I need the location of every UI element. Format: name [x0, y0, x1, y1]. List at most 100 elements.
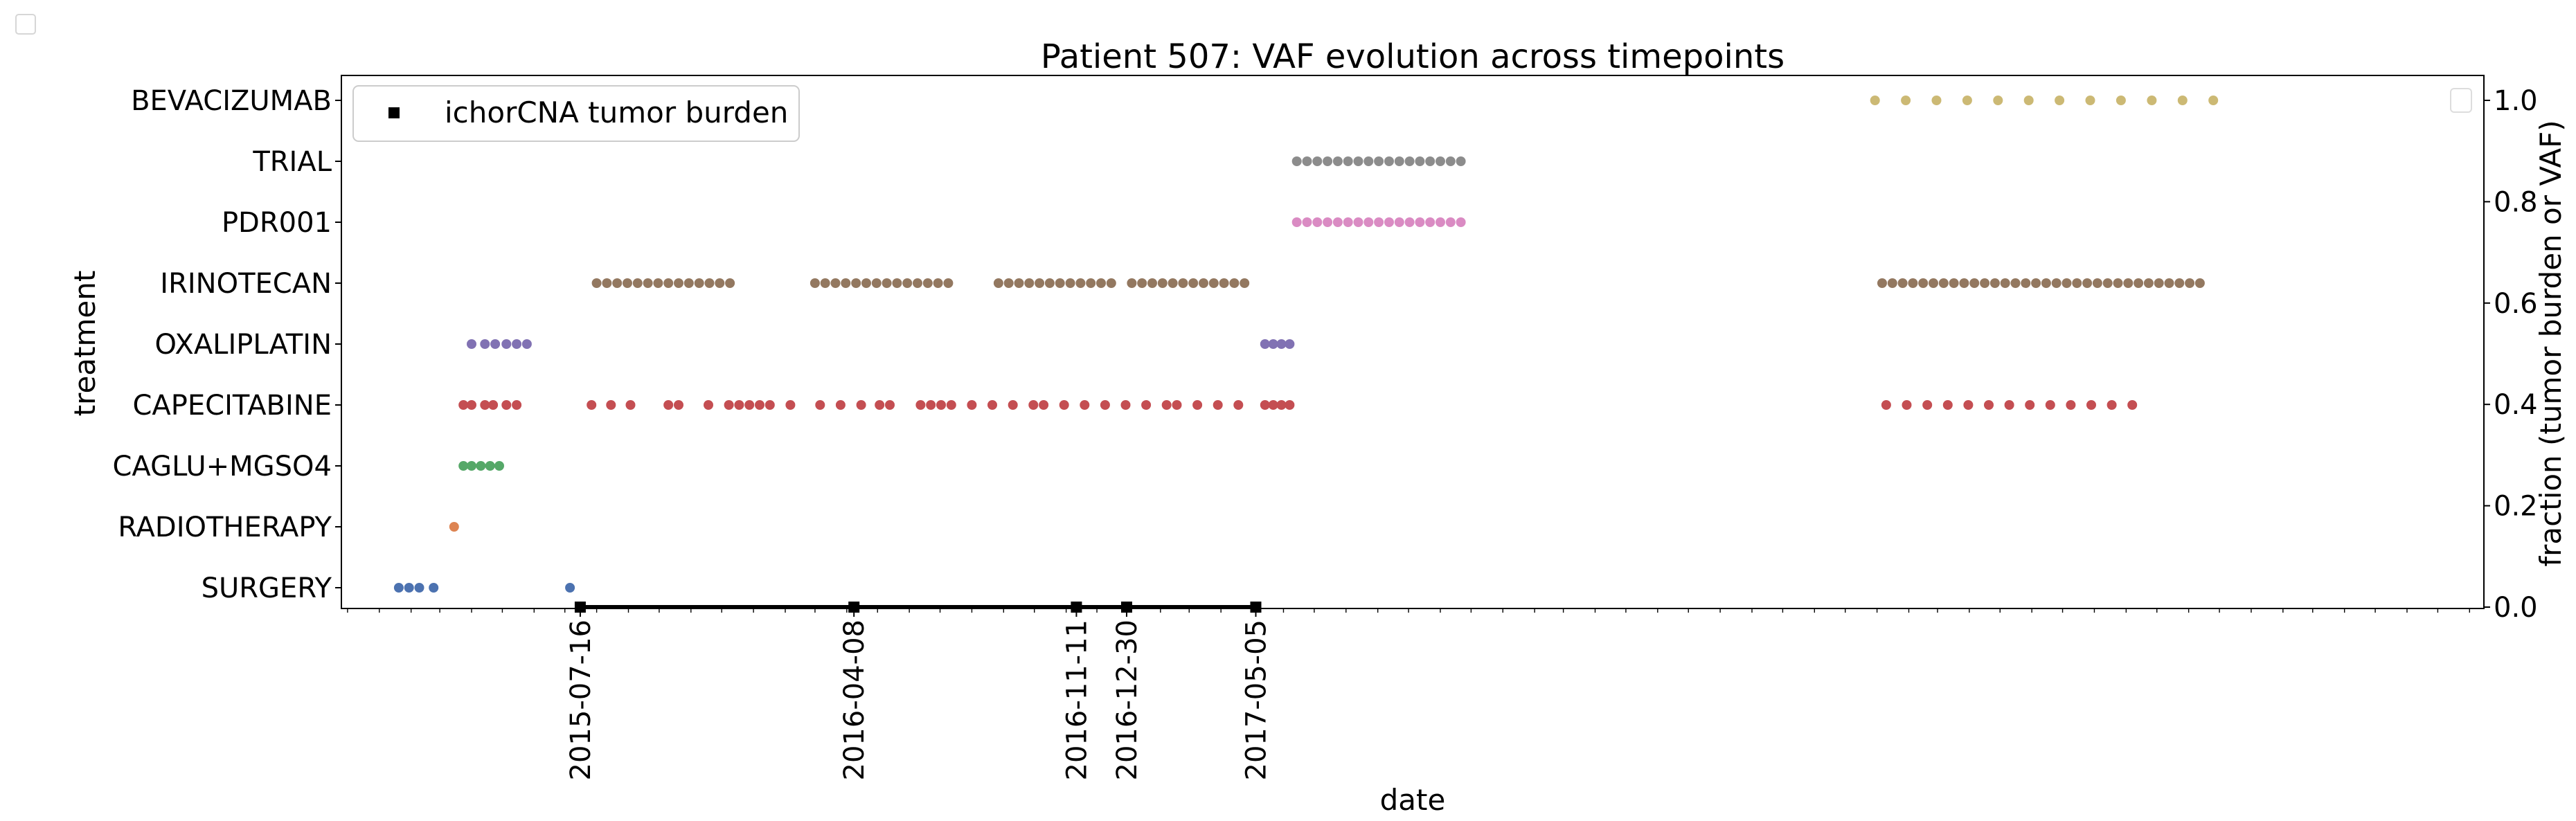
treatment-point-pdr001: [1384, 217, 1394, 227]
treatment-point-irinotecan: [1178, 278, 1188, 288]
treatment-point-irinotecan: [1938, 278, 1949, 288]
y-tick-label-capecitabine: CAPECITABINE: [132, 390, 332, 422]
treatment-point-irinotecan: [2021, 278, 2031, 288]
treatment-point-capecitabine: [967, 400, 977, 410]
y-tick-label-irinotecan: IRINOTECAN: [160, 268, 332, 300]
treatment-point-capecitabine: [1172, 400, 1182, 410]
treatment-point-trial: [1312, 156, 1323, 166]
treatment-point-oxaliplatin: [521, 339, 532, 349]
treatment-point-capecitabine: [663, 400, 674, 410]
treatment-point-irinotecan: [2051, 278, 2061, 288]
treatment-point-irinotecan: [1897, 278, 1908, 288]
treatment-point-trial: [1425, 156, 1435, 166]
treatment-point-capecitabine: [1942, 400, 1953, 410]
treatment-point-irinotecan: [643, 278, 653, 288]
treatment-point-capecitabine: [2066, 400, 2076, 410]
treatment-point-irinotecan: [2102, 278, 2113, 288]
treatment-point-capecitabine: [946, 400, 956, 410]
treatment-point-irinotecan: [1106, 278, 1116, 288]
treatment-point-caglu-mgso4: [458, 461, 469, 471]
treatment-point-trial: [1394, 156, 1404, 166]
treatment-point-caglu-mgso4: [467, 461, 476, 471]
data-marks: [393, 96, 2219, 613]
treatment-point-irinotecan: [2134, 278, 2144, 288]
treatment-point-irinotecan: [1989, 278, 2000, 288]
treatment-point-irinotecan: [1055, 278, 1065, 288]
treatment-point-pdr001: [1291, 217, 1302, 227]
treatment-point-capecitabine: [1963, 400, 1974, 410]
treatment-point-irinotecan: [1240, 278, 1250, 288]
treatment-point-capecitabine: [987, 400, 997, 410]
treatment-point-pdr001: [1415, 217, 1425, 227]
treatment-point-bevacizumab: [1870, 96, 1880, 105]
treatment-point-capecitabine: [1080, 400, 1090, 410]
treatment-point-irinotecan: [943, 278, 954, 288]
treatment-point-trial: [1404, 156, 1415, 166]
treatment-point-irinotecan: [1147, 278, 1157, 288]
treatment-point-irinotecan: [663, 278, 674, 288]
treatment-point-irinotecan: [1188, 278, 1199, 288]
treatment-point-irinotecan: [2000, 278, 2010, 288]
treatment-point-trial: [1456, 156, 1466, 166]
treatment-point-bevacizumab: [2023, 96, 2034, 105]
treatment-point-irinotecan: [1908, 278, 1918, 288]
treatment-point-capecitabine: [1008, 400, 1018, 410]
treatment-point-pdr001: [1343, 217, 1353, 227]
treatment-point-caglu-mgso4: [494, 461, 504, 471]
treatment-point-surgery: [414, 583, 424, 593]
treatment-point-capecitabine: [1100, 400, 1110, 410]
corner-checkbox[interactable]: [15, 14, 36, 35]
treatment-point-capecitabine: [704, 400, 713, 410]
treatment-point-capecitabine: [1039, 400, 1049, 410]
treatment-point-capecitabine: [815, 400, 825, 410]
treatment-point-trial: [1302, 156, 1312, 166]
treatment-point-capecitabine: [1984, 400, 1994, 410]
treatment-point-capecitabine: [755, 400, 764, 410]
tumor-burden-point: [1071, 602, 1082, 613]
treatment-point-irinotecan: [2092, 278, 2102, 288]
treatment-point-capecitabine: [764, 400, 775, 410]
treatment-point-pdr001: [1374, 217, 1384, 227]
treatment-point-trial: [1291, 156, 1302, 166]
treatment-point-irinotecan: [1014, 278, 1024, 288]
treatment-point-trial: [1415, 156, 1425, 166]
treatment-point-irinotecan: [2185, 278, 2195, 288]
treatment-point-irinotecan: [612, 278, 623, 288]
y-axis-label-left: treatment: [68, 271, 102, 417]
axes: SURGERY RADIOTHERAPY CAGLU+MGSO4 CAPECITABI…: [112, 75, 2538, 780]
treatment-point-capecitabine: [501, 400, 512, 410]
treatment-point-irinotecan: [2164, 278, 2174, 288]
right-y-tick-label: 0.0: [2494, 592, 2538, 624]
tumor-burden-point: [1250, 602, 1262, 613]
treatment-point-irinotecan: [2174, 278, 2185, 288]
treatment-point-capecitabine: [1120, 400, 1131, 410]
treatment-point-irinotecan: [591, 278, 602, 288]
treatment-point-oxaliplatin: [512, 339, 522, 349]
treatment-point-capecitabine: [1276, 400, 1287, 410]
treatment-point-irinotecan: [933, 278, 943, 288]
treatment-point-capecitabine: [512, 400, 522, 410]
treatment-point-capecitabine: [835, 400, 846, 410]
right-y-tick-label: 0.8: [2494, 186, 2538, 218]
treatment-point-irinotecan: [1086, 278, 1096, 288]
treatment-point-irinotecan: [830, 278, 841, 288]
treatment-point-irinotecan: [2041, 278, 2051, 288]
y-tick-label-trial: TRIAL: [252, 146, 332, 178]
treatment-point-irinotecan: [1208, 278, 1219, 288]
treatment-point-bevacizumab: [2208, 96, 2219, 105]
treatment-point-irinotecan: [1168, 278, 1178, 288]
x-tick-label-2017-05-05: 2017-05-05: [1241, 620, 1273, 780]
treatment-point-irinotecan: [892, 278, 902, 288]
treatment-point-capecitabine: [915, 400, 926, 410]
legend-label-ichorcna: ichorCNA tumor burden: [445, 96, 788, 129]
treatment-point-capecitabine: [885, 400, 895, 410]
treatment-point-irinotecan: [2194, 278, 2205, 288]
treatment-point-caglu-mgso4: [476, 461, 486, 471]
treatment-point-bevacizumab: [1901, 96, 1911, 105]
treatment-point-irinotecan: [1949, 278, 1959, 288]
treatment-point-bevacizumab: [1993, 96, 2003, 105]
treatment-point-trial: [1363, 156, 1374, 166]
treatment-point-capecitabine: [1260, 400, 1270, 410]
treatment-point-irinotecan: [1003, 278, 1014, 288]
